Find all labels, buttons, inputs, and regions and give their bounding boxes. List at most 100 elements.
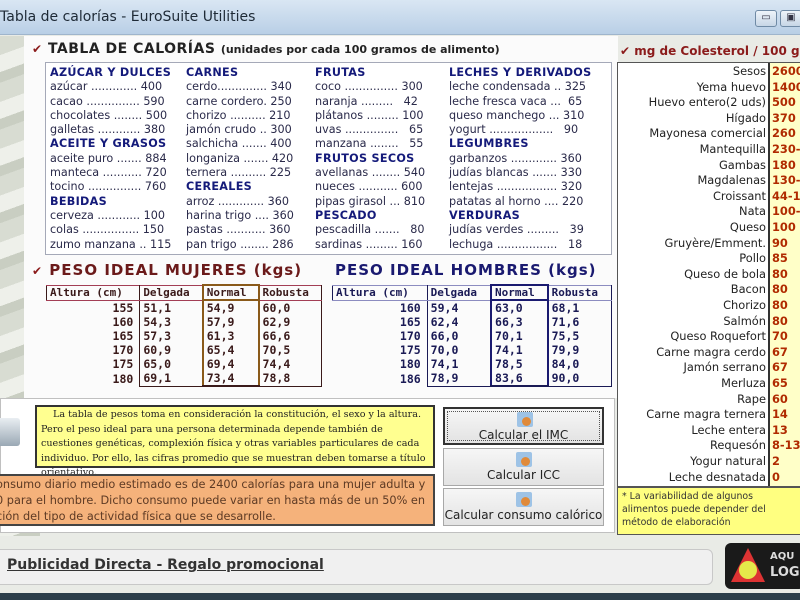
cholesterol-value: 2600: [772, 64, 800, 78]
food-item: harina trigo .... 360: [186, 208, 294, 222]
food-item: arroz ............. 360: [186, 194, 290, 208]
women-weight-table: Altura (cm) Delgada Normal Robusta 155 51,1 54…: [45, 284, 322, 387]
calories-table: AZÚCAR Y DULCES azúcar ............. 400 c…: [45, 62, 612, 255]
cholesterol-food: Sesos: [732, 64, 766, 78]
column-header: Normal: [490, 284, 549, 301]
weight-cell: 62,4: [426, 315, 492, 329]
column-header: Delgada: [139, 284, 204, 301]
weight-cell: 78,9: [426, 371, 492, 387]
maximize-button[interactable]: ▣: [780, 10, 800, 27]
cholesterol-value: 230-: [772, 142, 800, 156]
window-title: Tabla de calorías - EuroSuite Utilities: [0, 9, 256, 25]
food-item: coco ............... 300: [315, 80, 423, 94]
person-icon: [517, 412, 533, 427]
logo-text: AQU: [770, 551, 795, 562]
cholesterol-food: Nata: [739, 204, 766, 219]
weight-cell: 79,9: [547, 343, 612, 357]
cholesterol-value: 13: [772, 422, 788, 437]
cholesterol-value: 14: [772, 407, 788, 422]
weight-cell: 60,0: [258, 300, 322, 315]
cholesterol-value: 80: [772, 266, 788, 281]
weight-cell: 83,6: [490, 371, 549, 387]
weight-cell: 74,4: [258, 357, 322, 371]
cholesterol-value: 2: [772, 454, 780, 468]
food-item: judías blancas ....... 330: [449, 166, 582, 180]
weight-cell: 69,1: [139, 371, 204, 387]
button-label: Calcular el IMC: [478, 428, 569, 442]
cholesterol-value: 130-: [772, 173, 800, 188]
food-item: ternera .......... 225: [186, 166, 292, 180]
food-category: LECHES Y DERIVADOS: [449, 66, 592, 79]
food-category: FRUTOS SECOS: [315, 151, 415, 165]
food-category: VERDURAS: [449, 208, 521, 222]
food-category: AZÚCAR Y DULCES: [50, 66, 172, 79]
logo[interactable]: AQU LOG: [725, 543, 800, 589]
check-icon: ✔: [32, 264, 44, 278]
food-item: cacao ............... 590: [50, 94, 165, 108]
height-cell: 160: [112, 315, 134, 329]
food-item: pescadilla ....... 80: [315, 223, 425, 237]
minimize-button[interactable]: ▭: [755, 10, 777, 27]
weight-cell: 70,0: [426, 343, 492, 357]
weight-cell: 71,6: [547, 315, 612, 329]
cholesterol-food: Requesón: [710, 438, 766, 453]
height-cell: 165: [399, 315, 421, 329]
food-category: FRUTAS: [315, 66, 366, 79]
cholesterol-food: Carne magra ternera: [646, 407, 766, 422]
cholesterol-food: Magdalenas: [697, 173, 766, 188]
calculate-consumption-button[interactable]: Calcular consumo calórico: [443, 488, 604, 526]
height-cell: 170: [399, 329, 421, 343]
men-weight-table: Altura (cm) Delgada Normal Robusta 160 59,4 63…: [332, 284, 612, 387]
food-item: avellanas ........ 540: [315, 166, 426, 180]
column-header: Delgada: [426, 284, 492, 301]
column-header: Altura (cm): [332, 284, 428, 301]
food-column-2: CARNES cerdo.............. 340 carne corde…: [186, 66, 294, 252]
food-item: manteca ........... 720: [50, 166, 167, 180]
weight-row: 180 69,1 73,4 78,8: [47, 371, 322, 387]
cholesterol-food: Yogur natural: [690, 454, 766, 468]
weight-cell: 70,1: [490, 329, 549, 343]
men-weight-title: PESO IDEAL HOMBRES (kgs): [335, 261, 597, 279]
cholesterol-value: 65: [772, 376, 788, 390]
weight-cell: 60,9: [139, 343, 204, 357]
person-icon: [516, 492, 532, 507]
cholesterol-food: Gambas: [718, 157, 766, 172]
food-column-4: LECHES Y DERIVADOS leche condensada .. 32…: [449, 66, 591, 252]
food-item: pastas ........... 360: [186, 223, 291, 237]
ad-link[interactable]: Publicidad Directa - Regalo promocional: [7, 557, 324, 573]
button-label: Calcular ICC: [486, 468, 560, 482]
weight-row: 186 78,9 83,6 90,0: [333, 371, 612, 387]
food-item: jamón crudo .. 300: [186, 123, 292, 137]
weight-cell: 66,6: [258, 329, 322, 343]
cholesterol-food: Gruyère/Emment.: [664, 235, 766, 250]
food-item: azúcar ............. 400: [50, 80, 163, 94]
food-item: carne cordero. 250: [186, 94, 292, 108]
food-column-3: FRUTAS coco ............... 300 naranja ..…: [315, 66, 425, 252]
printer-icon[interactable]: [0, 418, 20, 446]
calculate-icc-button[interactable]: Calcular ICC: [443, 448, 604, 486]
cholesterol-value: 180: [772, 157, 796, 172]
logo-circle-icon: [739, 561, 757, 579]
food-category: BEBIDAS: [50, 194, 107, 208]
food-column-1: AZÚCAR Y DULCES azúcar ............. 400 c…: [50, 66, 171, 252]
food-item: colas ................ 150: [50, 223, 165, 237]
weight-cell: 78,5: [490, 357, 549, 371]
food-item: cerdo.............. 340: [186, 80, 292, 94]
consumption-line: 0 para el hombre. Dicho consumo puede va…: [0, 494, 426, 507]
calculate-imc-button[interactable]: Calcular el IMC: [443, 407, 604, 445]
food-item: galletas ............ 380: [50, 123, 166, 137]
weight-row: 165 62,4 66,3 71,6: [333, 315, 612, 329]
weight-cell: 62,9: [258, 315, 322, 329]
food-category: LEGUMBRES: [449, 137, 529, 151]
weight-cell: 68,1: [547, 300, 612, 315]
cholesterol-food: Huevo entero(2 uds): [648, 95, 766, 110]
cholesterol-value: 60: [772, 391, 788, 406]
cholesterol-value: 85: [772, 251, 788, 266]
cholesterol-food: Leche entera: [691, 422, 766, 437]
height-cell: 186: [399, 371, 421, 386]
column-header: Robusta: [547, 284, 612, 301]
cholesterol-food: Queso de bola: [684, 266, 766, 281]
height-cell: 170: [112, 343, 134, 357]
header-row: Altura (cm) Delgada Normal Robusta: [45, 284, 322, 301]
food-item: lentejas ................. 320: [449, 180, 583, 194]
